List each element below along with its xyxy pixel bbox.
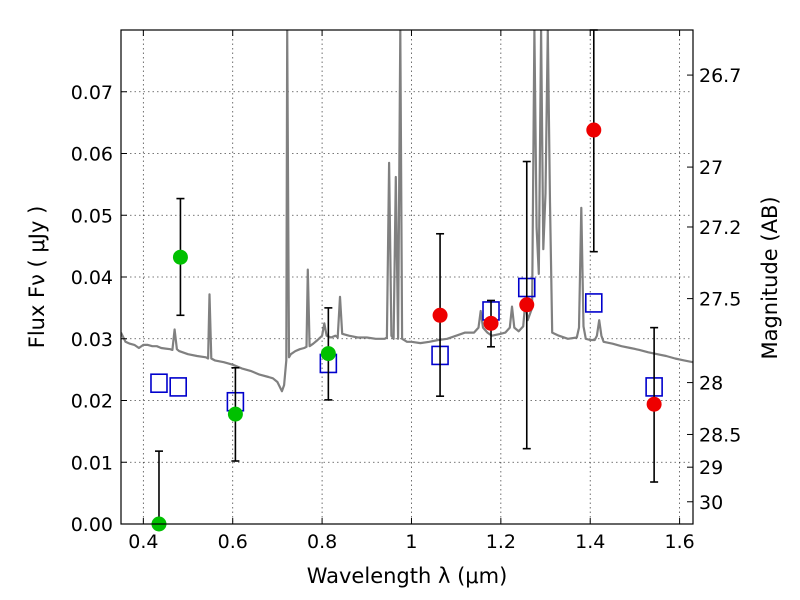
y-right-tick-label: 27.2 bbox=[699, 217, 741, 239]
y-right-tick-label: 27.5 bbox=[699, 289, 741, 311]
y-right-tick-label: 30 bbox=[699, 492, 723, 514]
x-tick-label: 0.6 bbox=[218, 531, 248, 553]
detection-point bbox=[646, 396, 662, 412]
markers bbox=[150, 29, 663, 532]
y-tick-label: 0.00 bbox=[71, 514, 113, 536]
x-tick-label: 1.2 bbox=[486, 531, 516, 553]
x-tick-label: 1.6 bbox=[664, 531, 694, 553]
detection-point bbox=[519, 297, 535, 313]
grid bbox=[121, 30, 693, 525]
x-tick-label: 0.8 bbox=[307, 531, 337, 553]
y-tick-label: 0.06 bbox=[71, 144, 113, 166]
model-photometry-square bbox=[150, 373, 168, 394]
detection-point bbox=[432, 307, 448, 323]
y-tick-label: 0.03 bbox=[71, 329, 113, 351]
y-tick-label: 0.04 bbox=[71, 267, 113, 289]
detection-point bbox=[172, 249, 188, 265]
y-right-tick-label: 26.7 bbox=[699, 65, 741, 87]
x-axis-label: Wavelength λ (μm) bbox=[307, 564, 508, 588]
detection-point bbox=[586, 122, 602, 138]
spectrum-line bbox=[121, 30, 693, 393]
y-tick-label: 0.01 bbox=[71, 452, 113, 474]
detection-point bbox=[483, 315, 499, 331]
model-photometry-square bbox=[584, 293, 603, 313]
y-right-tick-label: 27 bbox=[699, 157, 723, 179]
x-tick-label: 1 bbox=[405, 531, 417, 553]
y-axis-label: Flux Fν ( μJy ) bbox=[25, 206, 49, 349]
plot-area bbox=[121, 30, 693, 393]
y-tick-label: 0.05 bbox=[71, 205, 113, 227]
y-right-tick-label: 28.5 bbox=[699, 424, 741, 446]
y-axis-right-label: Magnitude (AB) bbox=[758, 196, 782, 359]
y-tick-label: 0.02 bbox=[71, 391, 113, 413]
x-tick-label: 0.4 bbox=[128, 531, 158, 553]
detection-point bbox=[227, 406, 243, 422]
detection-point bbox=[320, 346, 336, 362]
x-tick-label: 1.4 bbox=[575, 531, 605, 553]
model-photometry-square bbox=[169, 377, 187, 397]
y-tick-label: 0.07 bbox=[71, 82, 113, 104]
y-right-tick-label: 29 bbox=[699, 457, 723, 479]
axes: 0.4 0.6 0.8 1 1.2 1.4 1.6 0.00 0.01 0.02 0.03 0.04 0… bbox=[71, 30, 741, 553]
y-right-tick-label: 28 bbox=[699, 373, 723, 395]
